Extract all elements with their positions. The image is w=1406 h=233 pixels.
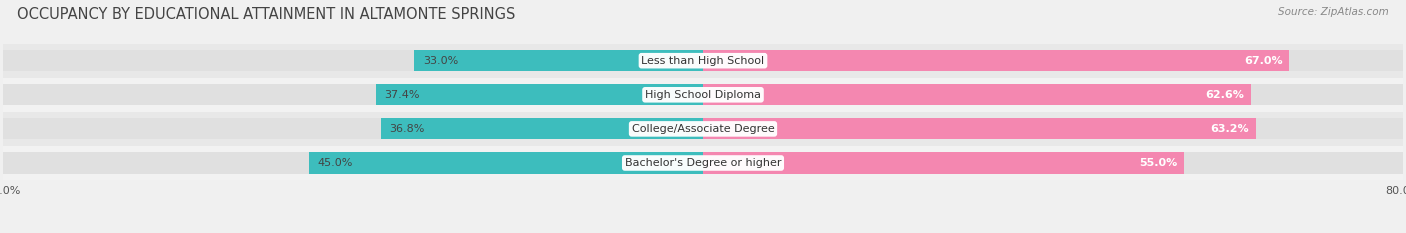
Text: OCCUPANCY BY EDUCATIONAL ATTAINMENT IN ALTAMONTE SPRINGS: OCCUPANCY BY EDUCATIONAL ATTAINMENT IN A… <box>17 7 515 22</box>
Bar <box>3 152 1403 174</box>
Text: Source: ZipAtlas.com: Source: ZipAtlas.com <box>1278 7 1389 17</box>
Text: 33.0%: 33.0% <box>423 56 458 66</box>
Text: 37.4%: 37.4% <box>384 90 420 100</box>
Bar <box>3 78 1403 112</box>
Bar <box>3 44 1403 78</box>
Text: Less than High School: Less than High School <box>641 56 765 66</box>
Text: Bachelor's Degree or higher: Bachelor's Degree or higher <box>624 158 782 168</box>
Text: High School Diploma: High School Diploma <box>645 90 761 100</box>
Bar <box>3 84 1403 105</box>
Text: College/Associate Degree: College/Associate Degree <box>631 124 775 134</box>
Text: 63.2%: 63.2% <box>1211 124 1249 134</box>
Bar <box>3 50 1403 71</box>
Bar <box>415 50 703 71</box>
Text: 62.6%: 62.6% <box>1205 90 1244 100</box>
Bar <box>381 118 703 140</box>
Bar <box>3 146 1403 180</box>
Text: 36.8%: 36.8% <box>389 124 425 134</box>
Bar <box>309 152 703 174</box>
Bar <box>703 84 1251 105</box>
Bar <box>3 112 1403 146</box>
Text: 45.0%: 45.0% <box>318 158 353 168</box>
Text: 55.0%: 55.0% <box>1139 158 1177 168</box>
Bar <box>703 152 1184 174</box>
Bar <box>703 118 1256 140</box>
Bar <box>375 84 703 105</box>
Bar <box>703 50 1289 71</box>
Bar <box>3 118 1403 140</box>
Text: 67.0%: 67.0% <box>1244 56 1282 66</box>
